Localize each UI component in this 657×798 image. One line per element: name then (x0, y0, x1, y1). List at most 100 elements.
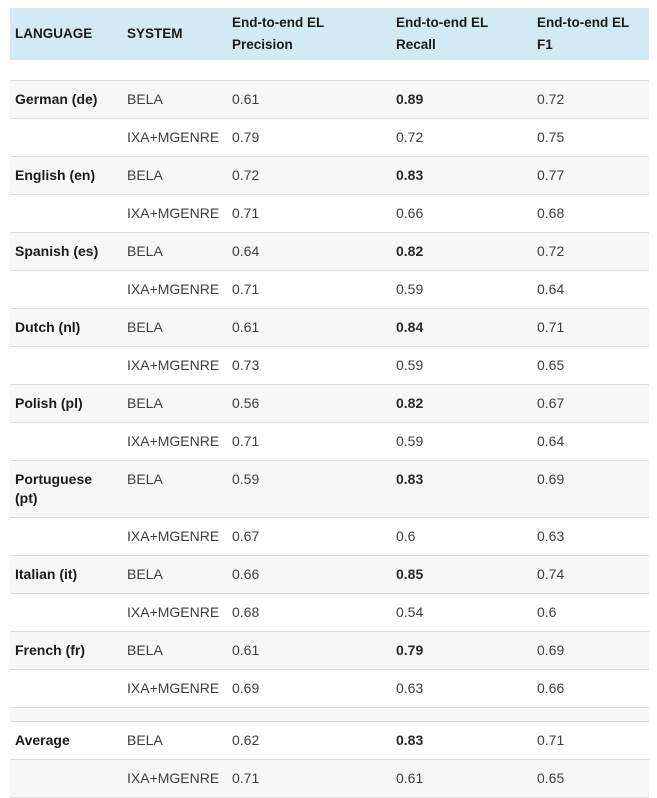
cell-recall: 0.6 (391, 517, 532, 556)
cell-recall: 0.82 (391, 384, 532, 423)
cell-system: IXA+MGENRE (122, 759, 227, 798)
cell-precision: 0.71 (227, 270, 391, 309)
cell-precision: 0.59 (227, 460, 391, 518)
table-row: Polish (pl) BELA 0.56 0.82 0.67 (10, 384, 649, 423)
separator-row (10, 707, 649, 722)
results-table-container: LANGUAGE SYSTEM End-to-end EL Precision … (10, 8, 649, 798)
cell-system: BELA (122, 80, 227, 119)
cell-recall: 0.59 (391, 346, 532, 385)
separator-cell (10, 60, 649, 81)
cell-system: BELA (122, 721, 227, 760)
cell-precision: 0.64 (227, 232, 391, 271)
table-row: IXA+MGENRE 0.73 0.59 0.65 (10, 346, 649, 385)
table-row: IXA+MGENRE 0.69 0.63 0.66 (10, 669, 649, 708)
cell-f1: 0.77 (532, 156, 649, 195)
table-row: French (fr) BELA 0.61 0.79 0.69 (10, 631, 649, 670)
cell-precision: 0.71 (227, 759, 391, 798)
table-row: IXA+MGENRE 0.68 0.54 0.6 (10, 593, 649, 632)
cell-f1: 0.75 (532, 118, 649, 157)
cell-language: Portuguese (pt) (10, 460, 122, 518)
cell-recall: 0.84 (391, 308, 532, 347)
cell-f1: 0.74 (532, 555, 649, 594)
cell-system: BELA (122, 308, 227, 347)
table-body: German (de) BELA 0.61 0.89 0.72 IXA+MGENRE 0.7… (10, 60, 649, 798)
cell-system: IXA+MGENRE (122, 422, 227, 461)
cell-system: BELA (122, 232, 227, 271)
column-header-language: LANGUAGE (10, 8, 122, 60)
separator-cell (10, 707, 649, 722)
cell-language: German (de) (10, 80, 122, 119)
cell-language: Dutch (nl) (10, 308, 122, 347)
cell-precision: 0.69 (227, 669, 391, 708)
cell-recall: 0.59 (391, 422, 532, 461)
table-row: IXA+MGENRE 0.71 0.61 0.65 (10, 759, 649, 798)
cell-precision: 0.61 (227, 308, 391, 347)
cell-f1: 0.65 (532, 346, 649, 385)
cell-f1: 0.64 (532, 422, 649, 461)
cell-f1: 0.68 (532, 194, 649, 233)
cell-recall: 0.72 (391, 118, 532, 157)
cell-f1: 0.64 (532, 270, 649, 309)
cell-language (10, 759, 122, 798)
cell-f1: 0.67 (532, 384, 649, 423)
cell-recall: 0.83 (391, 460, 532, 518)
cell-precision: 0.62 (227, 721, 391, 760)
cell-system: BELA (122, 460, 227, 518)
cell-f1: 0.72 (532, 80, 649, 119)
column-header-precision: End-to-end EL Precision (227, 8, 391, 60)
cell-system: BELA (122, 631, 227, 670)
cell-precision: 0.61 (227, 80, 391, 119)
cell-f1: 0.69 (532, 631, 649, 670)
cell-precision: 0.71 (227, 422, 391, 461)
table-row: IXA+MGENRE 0.67 0.6 0.63 (10, 517, 649, 556)
cell-language: French (fr) (10, 631, 122, 670)
cell-f1: 0.71 (532, 308, 649, 347)
cell-recall: 0.79 (391, 631, 532, 670)
cell-language (10, 669, 122, 708)
cell-language (10, 346, 122, 385)
cell-recall: 0.54 (391, 593, 532, 632)
cell-language: Spanish (es) (10, 232, 122, 271)
table-row: Average BELA 0.62 0.83 0.71 (10, 721, 649, 760)
cell-system: IXA+MGENRE (122, 517, 227, 556)
separator-row (10, 60, 649, 81)
column-header-system: SYSTEM (122, 8, 227, 60)
cell-precision: 0.67 (227, 517, 391, 556)
results-table: LANGUAGE SYSTEM End-to-end EL Precision … (10, 8, 649, 798)
cell-recall: 0.83 (391, 156, 532, 195)
cell-f1: 0.66 (532, 669, 649, 708)
table-row: IXA+MGENRE 0.79 0.72 0.75 (10, 118, 649, 157)
cell-language: Polish (pl) (10, 384, 122, 423)
cell-recall: 0.61 (391, 759, 532, 798)
cell-precision: 0.72 (227, 156, 391, 195)
table-row: German (de) BELA 0.61 0.89 0.72 (10, 80, 649, 119)
cell-f1: 0.69 (532, 460, 649, 518)
cell-f1: 0.72 (532, 232, 649, 271)
cell-f1: 0.71 (532, 721, 649, 760)
table-row: Spanish (es) BELA 0.64 0.82 0.72 (10, 232, 649, 271)
cell-precision: 0.56 (227, 384, 391, 423)
table-row: IXA+MGENRE 0.71 0.59 0.64 (10, 422, 649, 461)
cell-language: Italian (it) (10, 555, 122, 594)
column-header-recall: End-to-end EL Recall (391, 8, 532, 60)
table-row: IXA+MGENRE 0.71 0.59 0.64 (10, 270, 649, 309)
cell-language: Average (10, 721, 122, 760)
cell-f1: 0.63 (532, 517, 649, 556)
cell-language: English (en) (10, 156, 122, 195)
cell-precision: 0.73 (227, 346, 391, 385)
table-row: Dutch (nl) BELA 0.61 0.84 0.71 (10, 308, 649, 347)
cell-language (10, 593, 122, 632)
cell-system: IXA+MGENRE (122, 194, 227, 233)
cell-system: IXA+MGENRE (122, 346, 227, 385)
table-row: IXA+MGENRE 0.71 0.66 0.68 (10, 194, 649, 233)
cell-system: IXA+MGENRE (122, 593, 227, 632)
cell-recall: 0.66 (391, 194, 532, 233)
cell-recall: 0.85 (391, 555, 532, 594)
cell-system: IXA+MGENRE (122, 270, 227, 309)
table-row: English (en) BELA 0.72 0.83 0.77 (10, 156, 649, 195)
cell-precision: 0.68 (227, 593, 391, 632)
cell-system: BELA (122, 555, 227, 594)
table-row: Portuguese (pt) BELA 0.59 0.83 0.69 (10, 460, 649, 518)
cell-precision: 0.71 (227, 194, 391, 233)
cell-system: IXA+MGENRE (122, 118, 227, 157)
